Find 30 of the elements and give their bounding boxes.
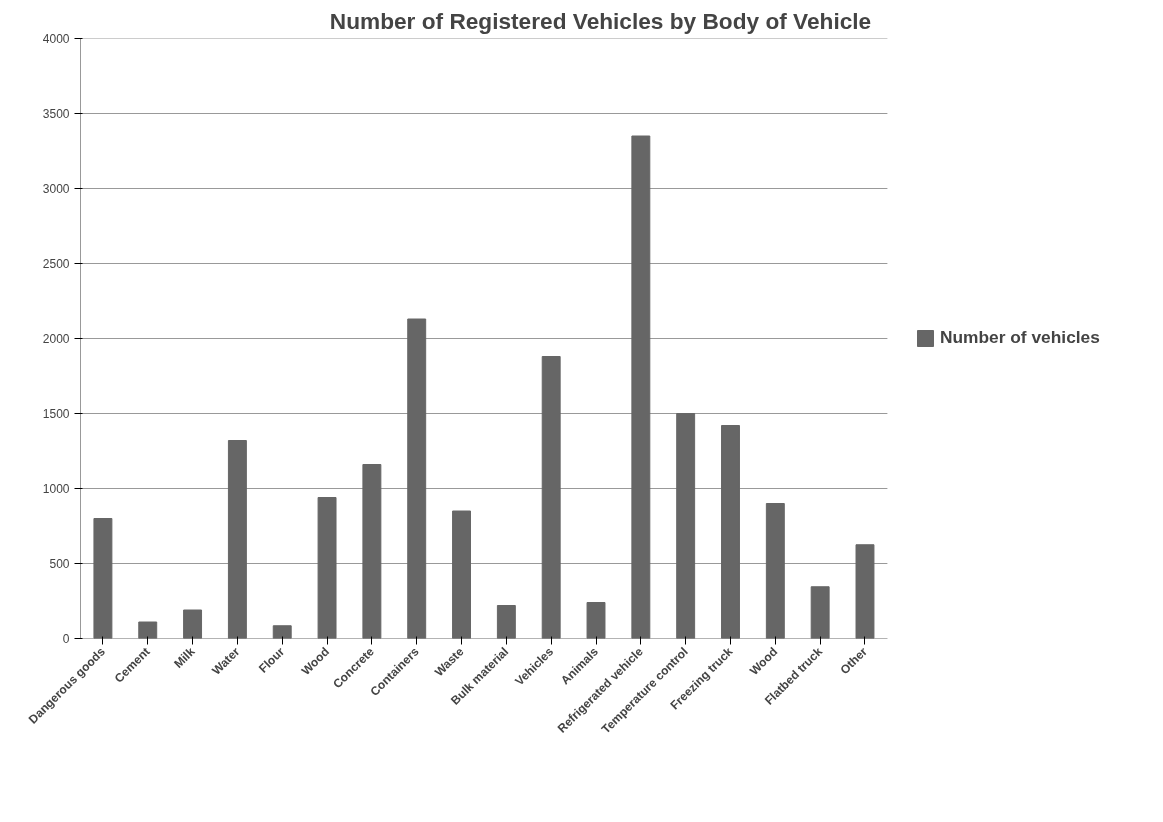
chart-title: Number of Registered Vehicles by Body of Vehicle [329,7,872,34]
y-tick-label: 3500 [42,107,70,121]
bar [541,356,561,639]
legend-label: Number of vehicles [940,327,1100,348]
bar [138,621,158,639]
bar [317,497,337,639]
bar [721,425,740,639]
bar [765,503,785,639]
y-tick-label: 500 [49,557,70,571]
y-tick-label: 1500 [42,407,70,421]
bar [855,544,875,639]
bar [676,413,696,639]
bar [272,625,292,639]
y-tick-label: 2500 [42,257,70,271]
bar [93,518,113,639]
y-tick-label: 0 [62,632,70,646]
bar [631,135,651,639]
bar [586,602,606,639]
bar [407,318,427,639]
y-tick-label: 2000 [42,332,70,346]
bar [810,586,830,639]
bar [452,510,471,639]
bar [227,440,247,639]
bar [496,605,516,639]
y-tick-label: 4000 [42,32,70,46]
bar [183,609,203,639]
bar [362,464,382,639]
y-tick-label: 3000 [42,182,70,196]
y-tick-label: 1000 [42,482,70,496]
x-tick-label: Milk [171,644,198,671]
